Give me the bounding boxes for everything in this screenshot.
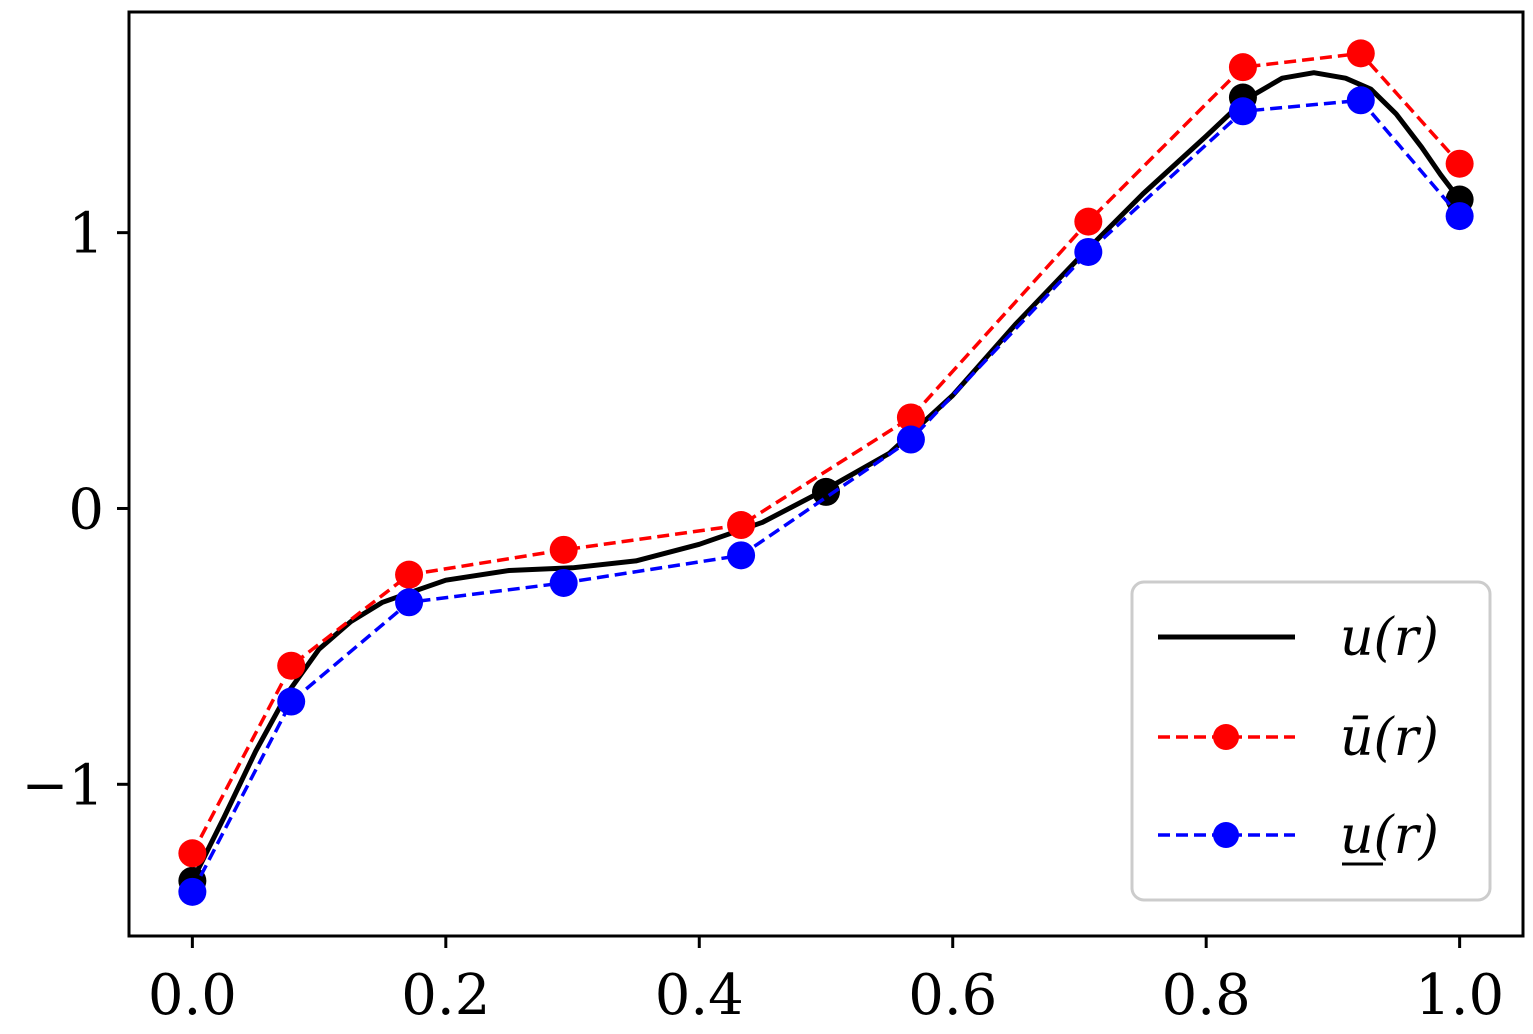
y-tick-label-1: 0 [68, 477, 104, 542]
series-u-bar-point [896, 403, 925, 432]
series-u-under-point [178, 877, 207, 906]
series-u-under-point [1074, 237, 1103, 266]
series-u-under-point [727, 541, 756, 570]
y-tick-label-0: −1 [21, 753, 104, 818]
x-tick-label-2: 0.4 [655, 963, 744, 1028]
series-u-under-point [277, 687, 306, 716]
axes-frame [127, 10, 1525, 938]
series-u-under-point [1228, 97, 1257, 126]
legend: u(r) ū(r) u(r) [1130, 580, 1492, 902]
series-u-bar-point [549, 535, 578, 564]
legend-marker-u-under [1213, 822, 1239, 848]
x-tick-label-1: 0.2 [401, 963, 490, 1028]
series-u-bar-point [1346, 39, 1375, 68]
series-u-under-point [896, 425, 925, 454]
y-tick-label-2: 1 [68, 202, 104, 267]
legend-label-u-bar: ū(r) [1340, 708, 1439, 768]
x-tick-label-3: 0.6 [908, 963, 997, 1028]
series-u-bar-point [1074, 207, 1103, 236]
legend-marker-u-bar [1213, 724, 1239, 750]
series-u-bar-point [178, 839, 207, 868]
series-u-under-line [190, 98, 1461, 893]
series-u-under-point [1445, 202, 1474, 231]
legend-label-u-under: u(r) [1340, 806, 1439, 866]
x-tick-label-0: 0.0 [148, 963, 237, 1028]
legend-label-u: u(r) [1340, 608, 1439, 668]
series-u-under-point [1346, 86, 1375, 115]
series-u-under-point [395, 588, 424, 617]
series-u-bar-line [190, 51, 1461, 855]
series-u-bar-point [277, 651, 306, 680]
plot-area [178, 39, 1474, 906]
series-u-bar-point [1228, 53, 1257, 82]
x-tick-label-5: 1.0 [1415, 963, 1504, 1028]
series-u-point [812, 477, 840, 506]
legend-frame [1130, 580, 1492, 902]
series-u-under-point [549, 568, 578, 597]
series-u-bar-point [727, 511, 756, 540]
x-tick-label-4: 0.8 [1162, 963, 1251, 1028]
series-u-bar-point [1445, 149, 1474, 178]
y-axis: −1 0 1 [21, 202, 129, 818]
x-axis: 0.0 0.2 0.4 0.6 0.8 1.0 [148, 936, 1504, 1028]
series-u-line [189, 70, 1463, 884]
series-u-bar-point [395, 560, 424, 589]
